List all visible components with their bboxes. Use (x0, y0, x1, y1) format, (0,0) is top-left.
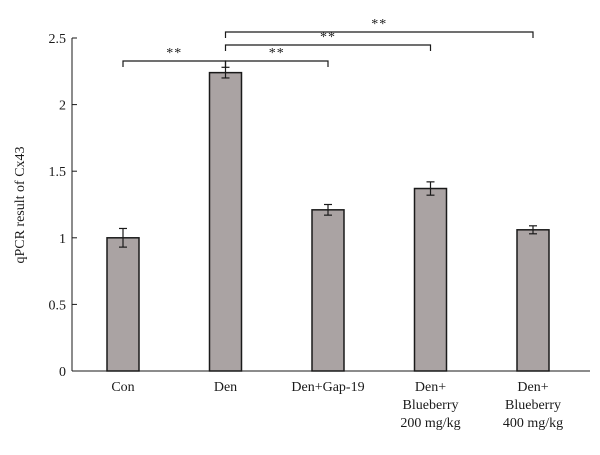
x-tick-label: Den+ Blueberry 200 mg/kg (400, 380, 460, 431)
significance-label: ** (269, 46, 285, 61)
significance-bracket (122, 60, 227, 67)
significance-label: ** (320, 30, 336, 45)
x-tick-label: Den (214, 380, 237, 395)
significance-bracket (224, 31, 534, 38)
bar (311, 209, 345, 372)
y-tick-label: 0.5 (49, 298, 67, 313)
y-tick-label: 2.5 (49, 32, 67, 47)
bar (413, 187, 448, 372)
x-tick-label: Den+ Blueberry 400 mg/kg (503, 380, 563, 431)
y-tick-label: 1.5 (49, 165, 67, 180)
y-axis-title: qPCR result of Cx43 (13, 146, 28, 263)
x-tick-label: Con (111, 380, 134, 395)
y-axis: 0 0.5 1 1.5 2 2.5 (49, 32, 77, 380)
significance-label: ** (166, 46, 182, 61)
significance-bracket (224, 60, 329, 67)
y-tick-label: 1 (59, 232, 66, 247)
significance-brackets: ** ** ** ** (122, 17, 534, 67)
x-axis: Con Den Den+Gap-19 Den+ Blueberry 200 mg/kg De… (72, 370, 590, 431)
bar (106, 237, 140, 372)
bar (516, 229, 550, 372)
bar (208, 71, 243, 372)
x-tick-label: Den+Gap-19 (291, 380, 364, 395)
significance-label: ** (371, 17, 387, 32)
y-tick-label: 2 (59, 99, 66, 114)
bars (106, 66, 550, 372)
y-tick-label: 0 (59, 365, 66, 380)
significance-bracket (224, 44, 432, 51)
